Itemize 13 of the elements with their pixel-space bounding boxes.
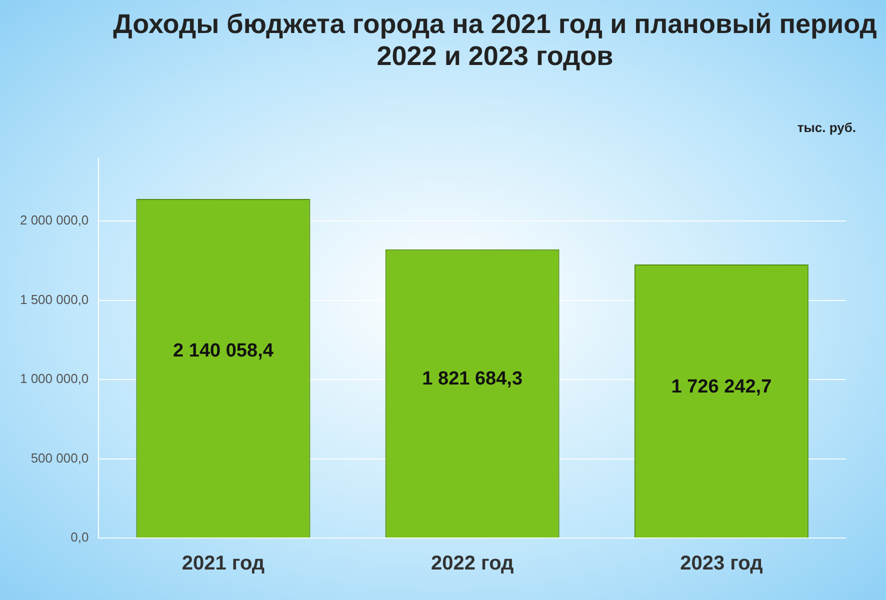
x-tick-label: 2021 год (182, 552, 265, 575)
x-tick-label: 2023 год (680, 552, 764, 575)
y-tick-label: 0,0 (70, 530, 89, 545)
y-tick-label: 2 000 000,0 (20, 212, 89, 228)
data-label: 1 726 242,7 (671, 376, 772, 398)
data-label: 1 821 684,3 (422, 368, 523, 390)
chart-title: Доходы бюджета города на 2021 год и плановый период 2022 и 2023 годов (112, 8, 878, 72)
text: тыс. руб. (797, 120, 856, 135)
y-tick-label: 1 000 000,0 (20, 371, 89, 386)
x-tick-label: 2022 год (430, 552, 514, 575)
y-tick-label: 1 500 000,0 (20, 292, 89, 307)
y-tick-label: 500 000,0 (30, 450, 89, 466)
data-label: 2 140 058,4 (173, 340, 274, 362)
